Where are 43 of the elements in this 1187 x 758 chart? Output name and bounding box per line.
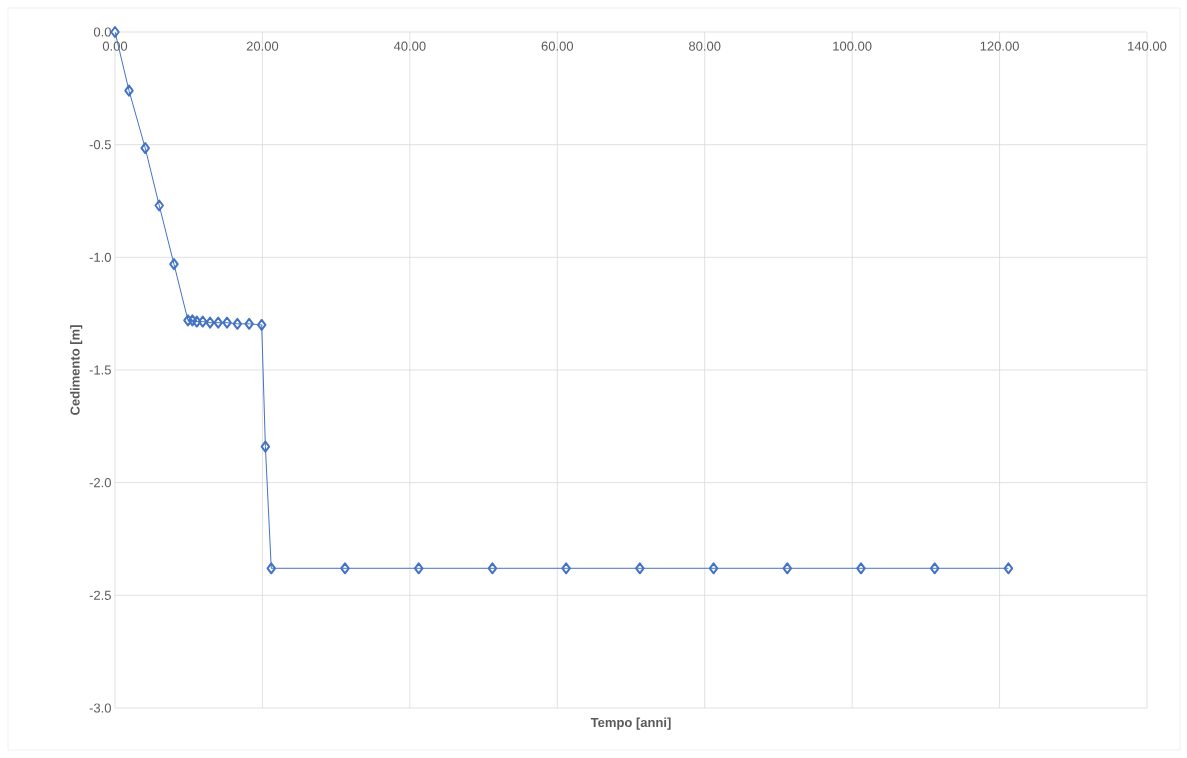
point: [183, 314, 193, 327]
x-tick-label: 120.00: [980, 41, 1019, 51]
point: [197, 315, 208, 328]
point: [487, 562, 498, 575]
point: [929, 562, 940, 575]
point: [205, 316, 215, 329]
y-tick-label: 0.0: [93, 27, 111, 37]
point: [140, 142, 150, 155]
y-tick-label: -0.5: [89, 140, 111, 150]
point: [635, 562, 645, 575]
x-tick-label: 40.00: [393, 41, 426, 51]
point: [782, 562, 793, 575]
point: [154, 199, 164, 212]
y-tick-label: -2.5: [89, 590, 111, 600]
x-tick-label: 20.00: [246, 41, 279, 51]
point: [232, 317, 243, 330]
x-axis-title: Tempo [anni]: [590, 717, 671, 730]
point: [213, 316, 223, 329]
point: [561, 562, 571, 575]
point: [187, 314, 198, 327]
point: [256, 318, 267, 331]
point: [413, 562, 424, 575]
point: [340, 562, 350, 575]
point: [169, 258, 179, 271]
point: [222, 316, 232, 329]
x-tick-label: 60.00: [541, 41, 574, 51]
x-tick-label: 80.00: [689, 41, 721, 51]
point: [124, 84, 134, 97]
point: [266, 562, 277, 575]
x-tick-label: 100.00: [833, 41, 872, 51]
y-tick-label: -1.5: [89, 365, 111, 375]
point: [856, 562, 866, 575]
point: [1003, 562, 1014, 575]
point: [110, 25, 120, 38]
y-tick-label: -1.0: [89, 252, 111, 262]
point: [244, 317, 254, 330]
y-tick-label: -2.0: [89, 478, 111, 488]
y-tick-label: -3.0: [89, 703, 111, 713]
point: [192, 315, 202, 328]
x-tick-label: 140.00: [1128, 41, 1167, 51]
y-axis-title: Cedimento [m]: [70, 325, 83, 415]
point: [708, 562, 719, 575]
point: [260, 440, 271, 453]
